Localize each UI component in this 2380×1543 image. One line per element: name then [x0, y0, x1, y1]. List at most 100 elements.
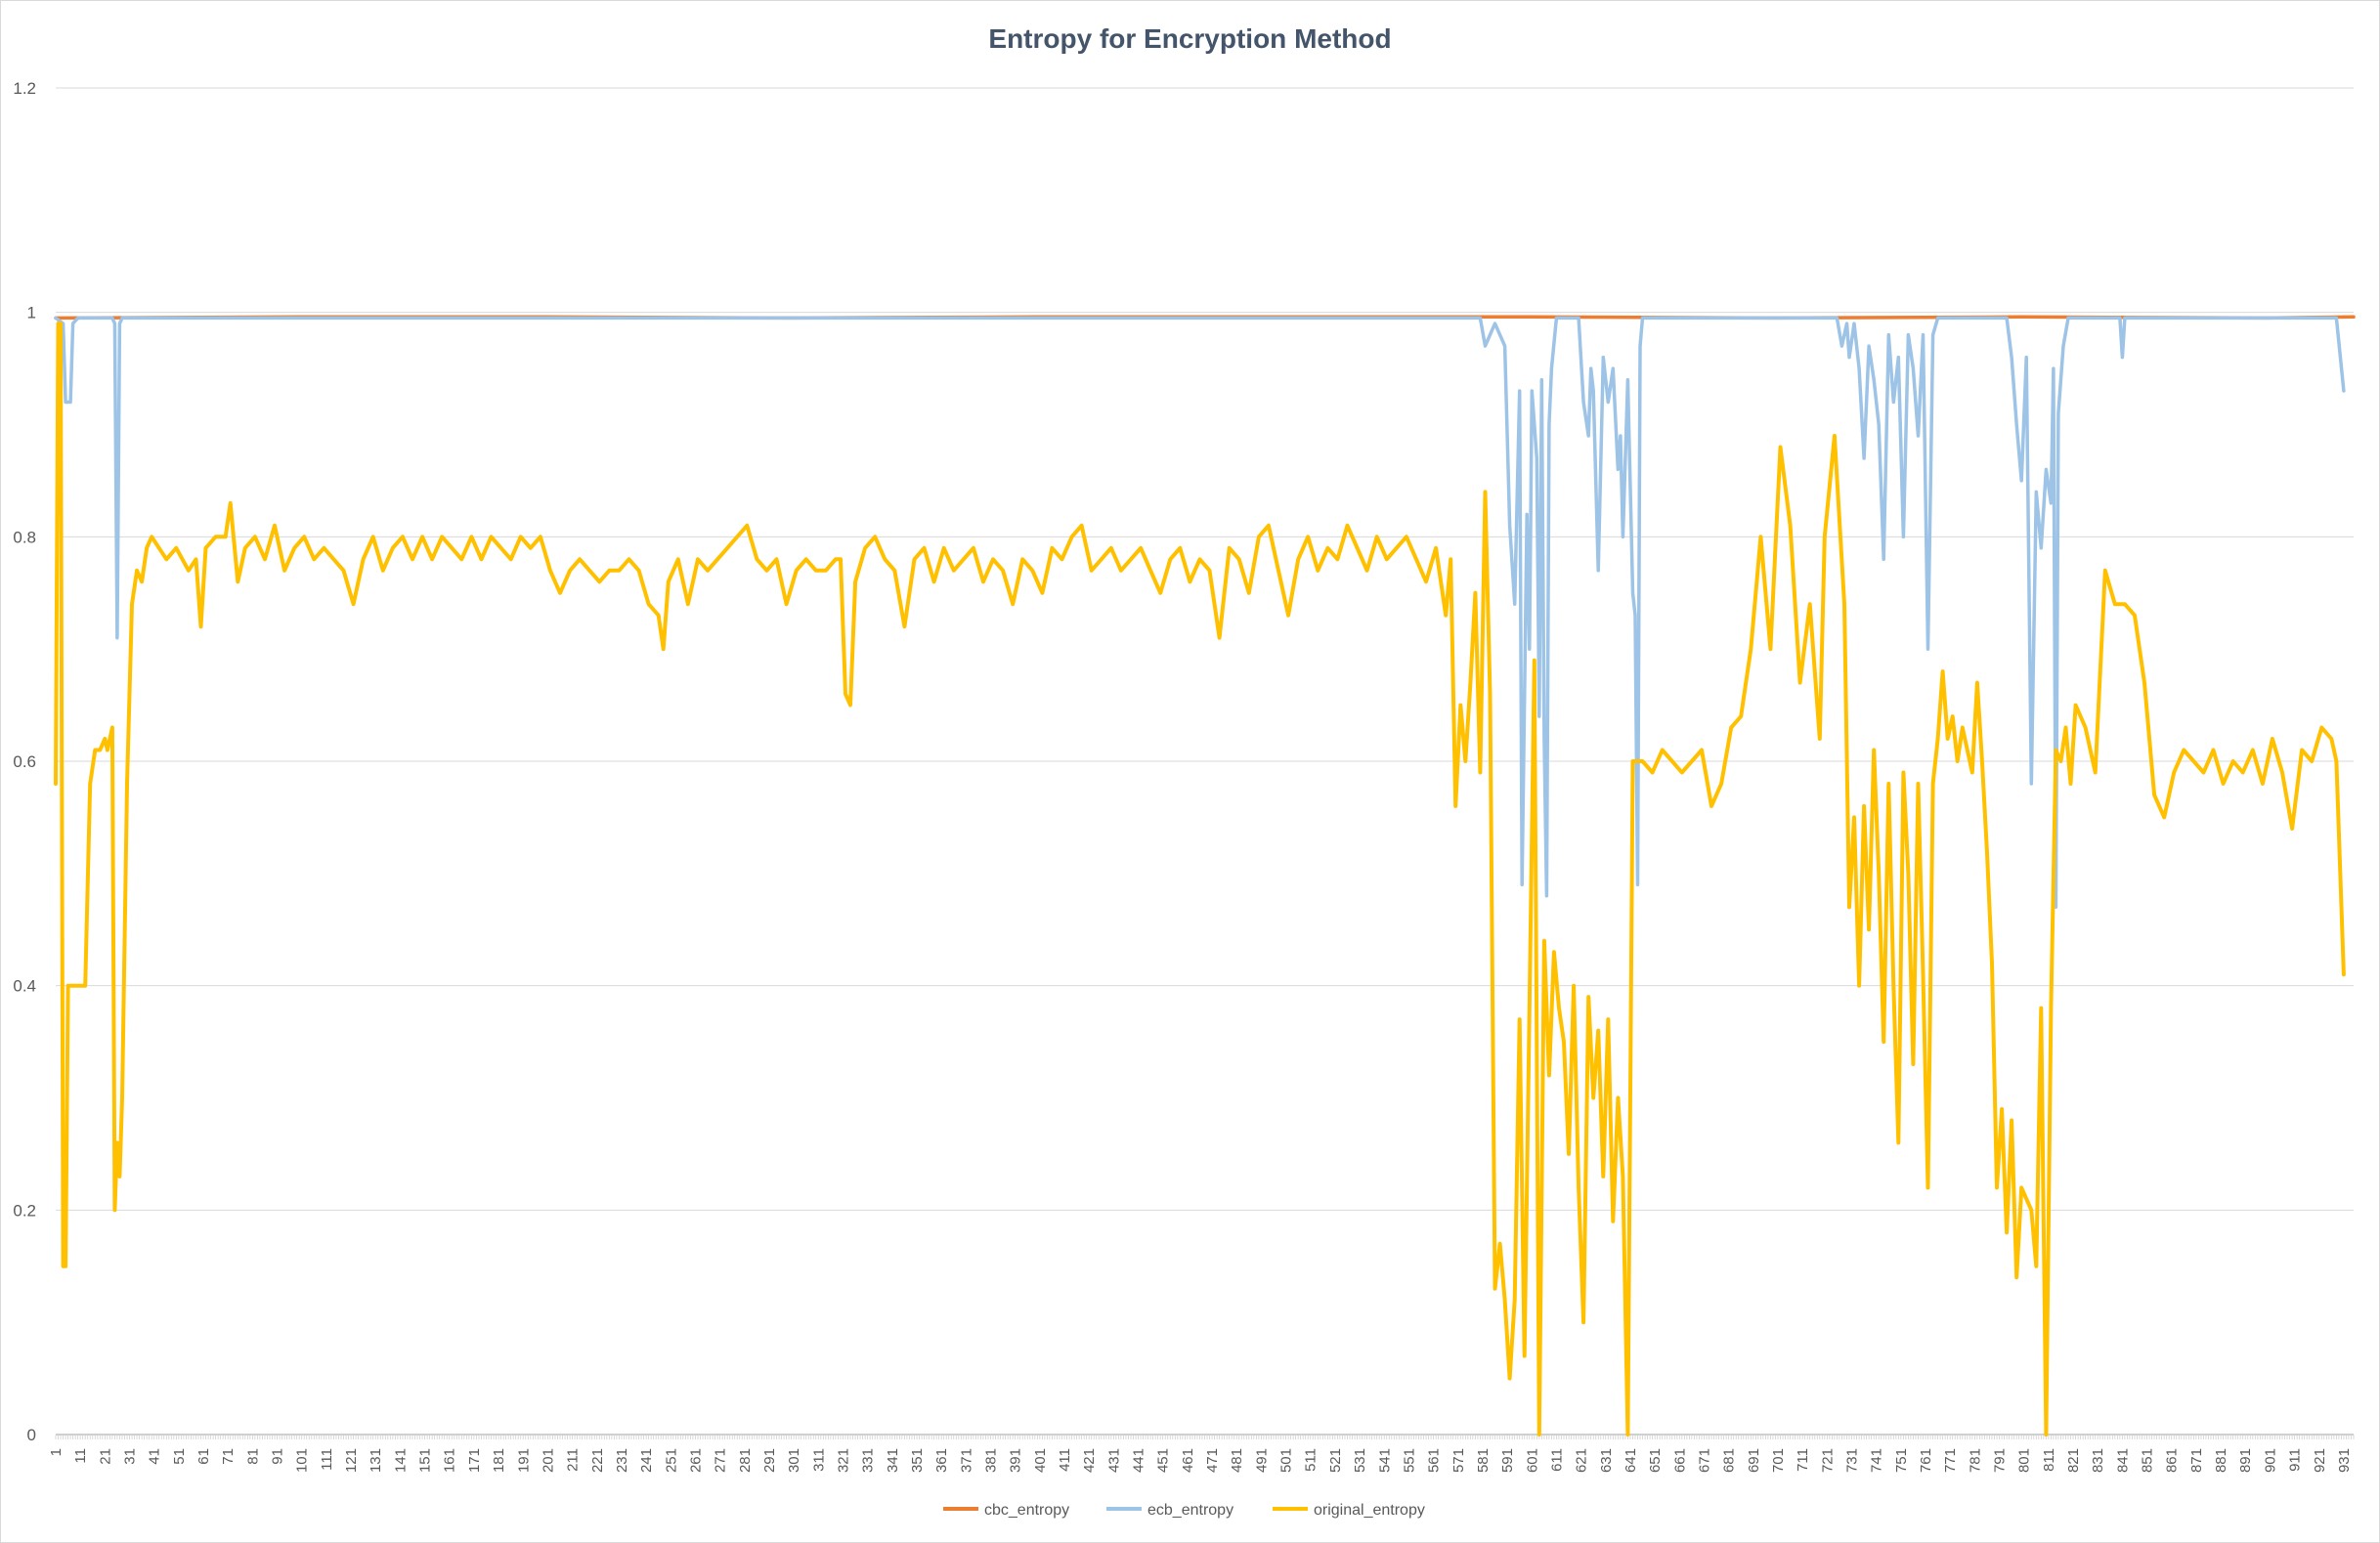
x-tick-label: 151	[417, 1448, 434, 1473]
x-tick-label: 141	[392, 1448, 409, 1473]
x-tick-label: 851	[2140, 1448, 2156, 1473]
x-tick-label: 651	[1647, 1448, 1664, 1473]
x-tick-label: 261	[688, 1448, 705, 1473]
x-tick-label: 91	[270, 1448, 286, 1465]
x-tick-label: 231	[614, 1448, 630, 1473]
x-tick-label: 201	[540, 1448, 556, 1473]
x-tick-label: 891	[2237, 1448, 2254, 1473]
x-tick-label: 461	[1180, 1448, 1196, 1473]
x-tick-label: 911	[2287, 1448, 2304, 1472]
x-tick-label: 621	[1574, 1448, 1590, 1473]
y-tick-label: 1.2	[13, 79, 36, 98]
legend-label: cbc_entropy	[984, 1502, 1069, 1519]
x-tick-label: 691	[1746, 1448, 1762, 1473]
x-tick-label: 681	[1721, 1448, 1738, 1473]
x-tick-label: 51	[171, 1448, 188, 1465]
x-tick-label: 251	[663, 1448, 679, 1473]
y-tick-label: 0.8	[13, 528, 36, 546]
x-tick-label: 421	[1081, 1448, 1098, 1473]
x-tick-label: 11	[72, 1448, 89, 1464]
legend-label: original_entropy	[1314, 1502, 1425, 1519]
x-tick-label: 171	[466, 1448, 483, 1473]
x-tick-label: 801	[2016, 1448, 2033, 1473]
x-tick-label: 181	[491, 1448, 507, 1473]
x-tick-label: 61	[195, 1448, 212, 1465]
x-tick-label: 341	[885, 1448, 901, 1473]
x-tick-label: 791	[1992, 1448, 2009, 1473]
series-line-ecb-entropy	[54, 316, 2346, 910]
x-tick-label: 31	[122, 1448, 139, 1465]
x-tick-label: 361	[933, 1448, 950, 1473]
x-tick-label: 701	[1770, 1448, 1787, 1473]
x-tick-label: 131	[368, 1448, 384, 1473]
x-tick-label: 491	[1253, 1448, 1270, 1473]
x-tick-label: 711	[1795, 1448, 1811, 1472]
x-tick-label: 21	[97, 1448, 113, 1465]
x-tick-label: 511	[1303, 1448, 1320, 1472]
x-tick-label: 441	[1131, 1448, 1147, 1473]
x-tick-label: 401	[1032, 1448, 1049, 1473]
y-axis: 0 0.2 0.4 0.6 0.8 1 1.2	[13, 79, 36, 1444]
x-tick-label: 81	[244, 1448, 261, 1465]
x-tick-label: 321	[836, 1448, 852, 1473]
x-axis: 1 11 21 31 41 51 61 71 81 91 101 111 121 131 141 151 161…	[48, 1435, 2355, 1473]
x-tick-label: 221	[589, 1448, 606, 1473]
x-tick-label: 161	[442, 1448, 458, 1473]
x-tick-label: 861	[2164, 1448, 2181, 1473]
x-tick-label: 571	[1450, 1448, 1467, 1473]
y-tick-label: 0.4	[13, 977, 36, 996]
x-tick-label: 41	[147, 1448, 163, 1465]
x-tick-label: 811	[2041, 1448, 2057, 1472]
x-tick-label: 901	[2262, 1448, 2278, 1473]
x-tick-label: 741	[1869, 1448, 1885, 1473]
x-tick-label: 1	[48, 1448, 65, 1456]
x-tick-label: 291	[761, 1448, 778, 1473]
x-tick-label: 931	[2336, 1448, 2353, 1473]
x-tick-label: 451	[1155, 1448, 1172, 1473]
x-tick-label: 301	[786, 1448, 802, 1473]
legend: cbc_entropy ecb_entropy original_entropy	[943, 1502, 1425, 1519]
x-tick-label: 521	[1327, 1448, 1344, 1473]
legend-label: ecb_entropy	[1147, 1502, 1233, 1519]
x-tick-label: 781	[1967, 1448, 1983, 1473]
x-tick-label: 541	[1376, 1448, 1393, 1473]
x-tick-label: 371	[958, 1448, 974, 1473]
x-tick-label: 331	[860, 1448, 877, 1473]
x-tick-label: 831	[2090, 1448, 2106, 1473]
x-tick-label: 531	[1352, 1448, 1368, 1473]
x-tick-label: 351	[909, 1448, 926, 1473]
x-tick-label: 771	[1942, 1448, 1959, 1473]
x-tick-label: 281	[737, 1448, 754, 1473]
x-tick-label: 591	[1499, 1448, 1516, 1473]
x-tick-label: 311	[810, 1448, 827, 1472]
x-tick-label: 921	[2312, 1448, 2328, 1473]
x-tick-label: 761	[1918, 1448, 1934, 1473]
chart-title: Entropy for Encryption Method	[988, 23, 1392, 54]
x-tick-label: 191	[515, 1448, 532, 1473]
x-tick-label: 871	[2188, 1448, 2205, 1473]
x-tick-label: 501	[1278, 1448, 1295, 1473]
x-tick-label: 431	[1105, 1448, 1122, 1473]
x-tick-label: 121	[343, 1448, 360, 1473]
x-tick-label: 631	[1598, 1448, 1615, 1473]
x-tick-label: 561	[1426, 1448, 1443, 1473]
x-tick-label: 731	[1844, 1448, 1861, 1473]
x-tick-label: 271	[713, 1448, 729, 1473]
x-tick-label: 481	[1229, 1448, 1245, 1473]
x-tick-label: 391	[1008, 1448, 1024, 1473]
x-tick-label: 661	[1671, 1448, 1688, 1473]
x-tick-label: 581	[1475, 1448, 1492, 1473]
y-tick-label: 1	[27, 304, 36, 322]
x-tick-label: 751	[1893, 1448, 1910, 1473]
x-tick-label: 721	[1819, 1448, 1836, 1473]
x-tick-label: 101	[294, 1448, 311, 1473]
x-tick-label: 241	[638, 1448, 655, 1473]
x-tick-marks	[55, 1435, 2355, 1439]
y-tick-label: 0.2	[13, 1201, 36, 1220]
series-lines	[54, 315, 2356, 1436]
x-tick-label: 601	[1524, 1448, 1540, 1473]
x-tick-label: 551	[1401, 1448, 1417, 1473]
x-tick-label: 821	[2065, 1448, 2082, 1473]
series-line-original-entropy	[54, 321, 2346, 1436]
